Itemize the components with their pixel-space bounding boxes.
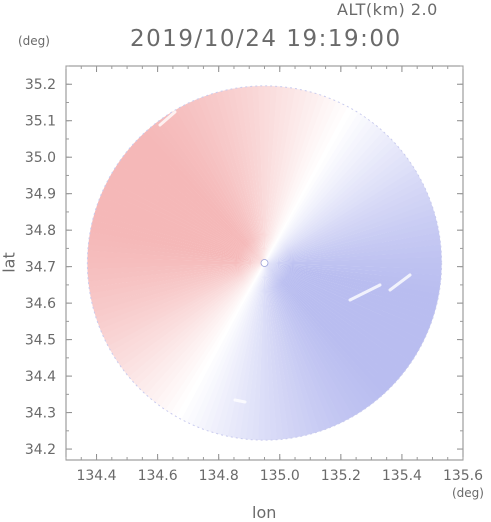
x-unit-label: (deg) [452,486,484,500]
datetime-title: 2019/10/24 19:19:00 [130,26,402,52]
plot-area [86,85,443,441]
x-tick-label: 135.6 [443,468,483,484]
echo-streak [233,398,247,404]
y-tick-label: 35.0 [25,150,56,166]
y-tick-label: 35.1 [25,114,56,130]
x-tick-label: 134.4 [76,468,116,484]
y-tick-label: 34.4 [25,369,56,385]
y-tick-label: 34.7 [25,260,56,276]
x-axis-label: lon [252,503,277,522]
x-tick-label: 134.6 [138,468,178,484]
y-tick-label: 34.5 [25,333,56,349]
x-tick-label: 135.4 [382,468,422,484]
echo-streak [388,273,412,292]
y-tick-label: 34.8 [25,223,56,239]
y-tick-label: 35.2 [25,77,56,93]
field-group [86,85,443,441]
x-tick-label: 134.8 [199,468,239,484]
echo-streak [158,110,177,127]
y-tick-label: 34.3 [25,406,56,422]
y-tick-label: 34.6 [25,296,56,312]
echo-streak [93,328,102,357]
y-unit-label: (deg) [18,34,50,48]
range-ring-edge [86,85,443,441]
x-tick-label: 135.0 [260,468,300,484]
x-tick-label: 135.2 [321,468,361,484]
y-tick-label: 34.9 [25,187,56,203]
y-tick-label: 34.2 [25,442,56,458]
radar-center-marker [260,259,269,267]
axes: 134.4 134.6 134.8 135.0 135.2 135.4 135.6 34.2 3… [25,65,483,484]
altitude-label: ALT(km) 2.0 [337,0,438,19]
echo-streak [348,283,382,302]
